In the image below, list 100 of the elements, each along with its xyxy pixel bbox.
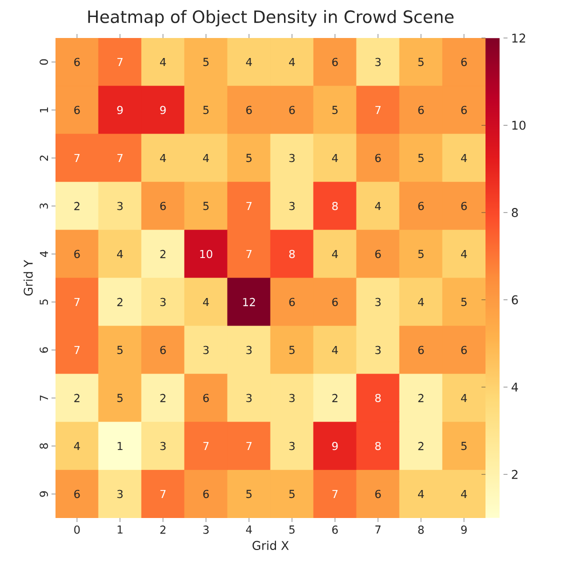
data-label: 3 [246,394,252,402]
x-tick-label: 4 [246,526,252,534]
data-label: 6 [375,250,381,258]
data-label: 4 [74,442,80,450]
data-label: 4 [246,58,252,66]
data-label: 3 [246,346,252,354]
data-label: 3 [375,298,381,306]
data-label: 4 [332,346,338,354]
color-bar-label: 6 [512,295,518,304]
data-label: 1 [118,442,122,450]
chart-title: Heatmap of Object Density in Crowd Scene [88,10,454,26]
data-label: 7 [375,106,381,114]
data-label: 7 [246,442,252,450]
data-label: 4 [117,250,123,258]
x-tick-label: 0 [74,526,80,534]
data-label: 5 [203,202,209,210]
data-label: 5 [246,154,252,162]
data-label: 4 [203,154,209,162]
data-label: 4 [418,298,424,306]
data-label: 4 [418,490,424,498]
data-label: 3 [203,346,209,354]
data-label: 6 [375,490,381,498]
x-tick-label: 9 [461,526,467,534]
data-label: 2 [74,202,80,210]
color-bar-label: 10 [512,120,526,130]
color-bar-label: 8 [512,208,518,218]
data-label: 8 [332,202,338,210]
data-label: 6 [418,106,424,114]
data-label: 3 [160,298,166,306]
data-label: 3 [117,202,123,210]
x-tick-label: 3 [203,526,209,534]
data-label: 6 [332,58,338,66]
x-tick-label: 8 [418,526,424,534]
data-label: 3 [289,154,295,162]
data-label: 2 [117,298,122,306]
data-label: 10 [200,250,212,258]
y-tick-label: 2 [40,156,48,161]
data-label: 7 [203,442,209,450]
y-tick-label: 0 [40,59,48,65]
data-label: 7 [332,490,338,498]
y-tick-label: 6 [40,347,48,353]
data-label: 2 [332,394,338,402]
y-axis-title: Grid Y [24,260,33,296]
data-label: 6 [160,346,166,354]
data-label: 3 [375,346,381,354]
data-label: 12 [243,298,255,306]
data-label: 3 [375,58,381,66]
data-label: 7 [246,250,252,258]
data-label: 4 [375,202,381,210]
data-label: 6 [332,298,338,306]
data-label: 6 [461,346,467,354]
data-label: 8 [289,250,295,258]
data-label: 4 [203,298,209,306]
data-label: 7 [117,58,123,66]
data-label: 6 [203,394,209,402]
y-tick-label: 4 [40,251,48,257]
data-label: 5 [117,394,123,402]
data-label: 8 [375,394,381,402]
data-label: 4 [289,58,295,66]
data-label: 5 [289,346,295,354]
y-tick-label: 3 [40,203,48,209]
data-label: 4 [332,250,338,258]
data-label: 7 [74,346,80,354]
data-label: 5 [461,442,467,450]
data-label: 9 [117,106,123,114]
data-label: 6 [246,106,252,114]
y-tick-label: 8 [40,443,48,449]
data-label: 5 [203,58,209,66]
data-label: 7 [246,202,252,210]
data-label: 9 [332,442,338,450]
x-tick-label: 5 [289,526,295,534]
data-label: 6 [289,106,295,114]
data-label: 3 [289,394,295,402]
data-label: 4 [461,250,467,258]
data-label: 6 [289,298,295,306]
data-label: 6 [418,346,424,354]
data-label: 4 [160,58,166,66]
data-label: 9 [160,106,166,114]
data-label: 6 [74,106,80,114]
data-label: 2 [418,394,424,402]
data-label: 5 [418,250,424,258]
y-tick-label: 9 [40,491,48,497]
y-tick-label: 5 [40,299,48,305]
data-label: 2 [74,394,80,402]
data-label: 5 [461,298,467,306]
data-label: 6 [461,106,467,114]
data-label: 7 [160,490,166,498]
data-label: 3 [160,442,166,450]
data-label: 6 [461,202,467,210]
data-label: 5 [203,106,209,114]
data-label: 3 [289,442,295,450]
y-tick-label: 7 [40,395,48,401]
data-label: 7 [117,154,123,162]
data-label: 8 [375,442,381,450]
color-bar-label: 12 [512,34,526,42]
data-label: 5 [246,490,252,498]
data-label: 4 [461,154,467,162]
data-label: 6 [375,154,381,162]
x-tick-label: 7 [375,526,381,534]
data-label: 5 [332,106,338,114]
